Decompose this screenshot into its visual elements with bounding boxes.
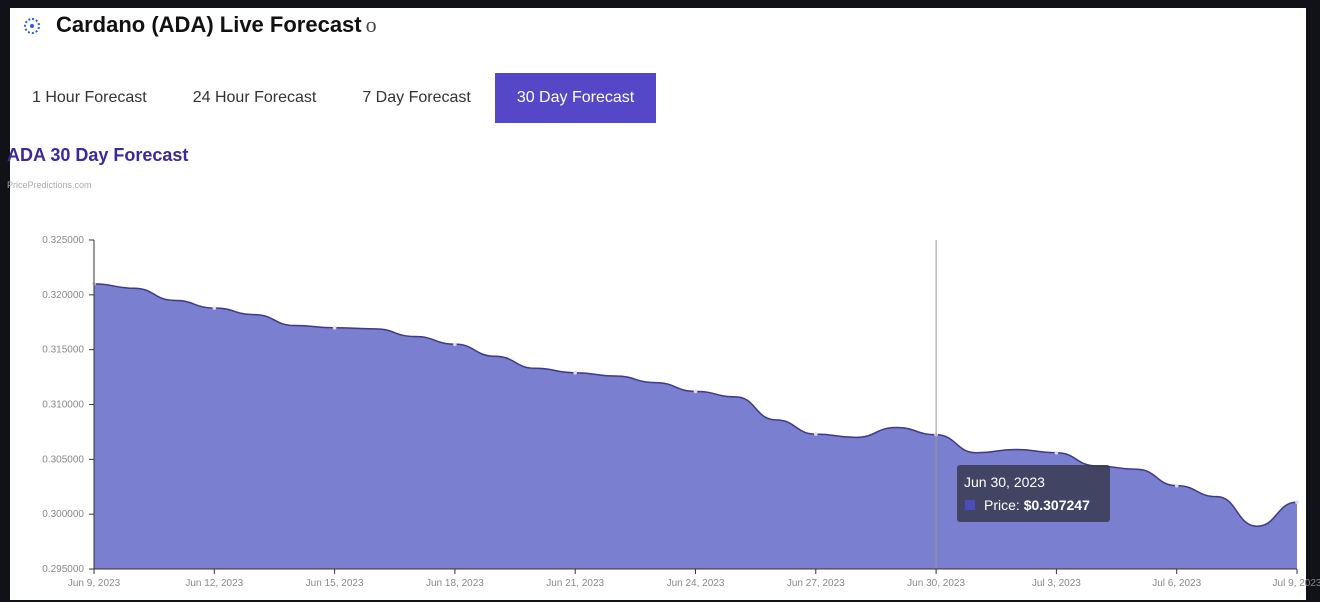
y-tick-label: 0.310000 [42,400,84,411]
tooltip-price-value: $0.307247 [1023,497,1090,513]
x-tick-label: Jun 15, 2023 [306,578,364,589]
chart-tooltip: Jun 30, 2023 Price: $0.307247 [957,465,1110,522]
x-tick-label: Jun 21, 2023 [546,578,604,589]
data-point [453,342,457,346]
y-tick-label: 0.315000 [42,345,84,356]
tooltip-price: Price: $0.307247 [984,497,1090,513]
data-point [1295,500,1299,504]
x-tick-label: Jul 6, 2023 [1152,578,1201,589]
x-tick-label: Jun 24, 2023 [667,578,725,589]
page-title-text: Cardano (ADA) Live Forecast [56,12,362,37]
y-tick-label: 0.300000 [42,509,84,520]
x-tick-label: Jul 3, 2023 [1032,578,1081,589]
tab-30-day[interactable]: 30 Day Forecast [494,73,657,123]
x-tick-label: Jun 27, 2023 [787,578,845,589]
page-title: Cardano (ADA) Live Forecast o [56,12,377,38]
x-tick-label: Jun 12, 2023 [185,578,243,589]
y-tick-label: 0.320000 [42,290,84,301]
y-tick-label: 0.325000 [42,235,84,246]
y-tick-label: 0.295000 [42,564,84,575]
tab-24-hour[interactable]: 24 Hour Forecast [192,89,317,106]
chart-credit: PricePredictions.com [7,180,92,190]
data-point [1054,450,1059,455]
x-tick-label: Jun 30, 2023 [907,578,965,589]
tab-7-day[interactable]: 7 Day Forecast [362,89,471,106]
data-point [1174,483,1179,488]
cardano-logo-icon [24,18,40,34]
forecast-tabs: 1 Hour Forecast 24 Hour Forecast 7 Day F… [10,73,658,123]
data-point [332,325,337,330]
price-area [94,283,1297,569]
x-tick-label: Jun 9, 2023 [68,578,121,589]
tooltip-price-label: Price: [984,497,1020,513]
tab-1-hour[interactable]: 1 Hour Forecast [32,89,147,106]
data-point [573,370,577,375]
data-point [693,389,698,394]
y-tick-label: 0.305000 [42,454,84,465]
chart-title: ADA 30 Day Forecast [7,145,189,165]
title-suffix: o [365,12,377,37]
series-swatch [965,500,975,510]
data-point [212,306,217,310]
data-point [814,432,818,436]
x-tick-label: Jun 18, 2023 [426,578,484,589]
x-tick-label: Jul 9, 2023 [1273,578,1320,589]
tooltip-date: Jun 30, 2023 [964,474,1045,490]
